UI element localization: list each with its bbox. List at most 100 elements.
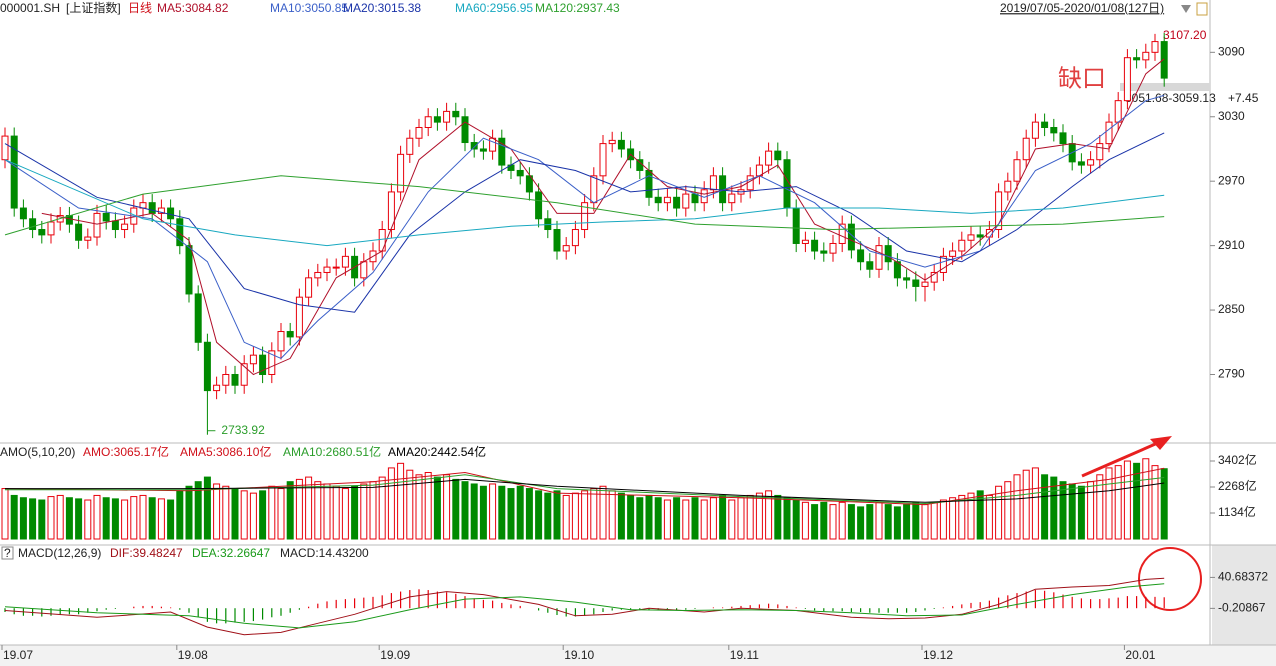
arrow-head	[1150, 436, 1172, 450]
candle-body	[1059, 132, 1067, 145]
volume-bar	[489, 483, 497, 540]
candle-body	[341, 255, 349, 268]
volume-bar	[111, 498, 119, 540]
candle-body	[912, 279, 920, 287]
candle-body	[995, 191, 1003, 231]
volume-bar	[1105, 467, 1113, 540]
volume-bar	[1096, 474, 1104, 540]
candle-body	[1114, 100, 1122, 123]
candle-body	[709, 175, 717, 191]
volume-bar	[286, 481, 294, 540]
candle-body	[1123, 57, 1131, 102]
candle-body	[645, 169, 653, 198]
index-name: [上证指数]	[66, 0, 121, 15]
candle-body	[111, 220, 119, 231]
volume-bar	[295, 478, 303, 540]
volume-bar	[783, 497, 791, 540]
volume-bar	[636, 497, 644, 540]
volume-bar	[627, 494, 635, 540]
candle-body	[792, 207, 800, 244]
legend-item: MA5:3084.82	[157, 1, 229, 15]
volume-bar	[811, 504, 819, 540]
volume-bar	[930, 501, 938, 540]
candle-body	[1013, 159, 1021, 182]
high-label: 3107.20	[1163, 28, 1207, 42]
icon[interactable]	[1196, 2, 1208, 16]
volume-bar	[893, 506, 901, 540]
volume-bar	[663, 499, 671, 540]
volume-bar	[792, 499, 800, 540]
volume-bar	[397, 462, 405, 540]
help-box[interactable]	[1, 546, 14, 560]
volume-bar	[1041, 474, 1049, 540]
volume-bar	[1, 488, 9, 540]
candle-body	[1142, 51, 1150, 61]
volume-bar	[562, 494, 570, 540]
volume-current: AMO:3065.17亿	[83, 444, 169, 459]
candle-body	[93, 212, 101, 238]
volume-bar	[443, 474, 451, 540]
line	[4, 132, 1165, 313]
gap-change: +7.45	[1228, 91, 1259, 105]
volume-bar	[691, 497, 699, 540]
volume-bar	[673, 497, 681, 540]
candle-body	[636, 159, 644, 171]
macd-title: MACD(12,26,9)	[18, 546, 101, 560]
volume-bar	[249, 492, 257, 540]
volume-bar	[903, 504, 911, 540]
volume-bar	[719, 494, 727, 540]
volume-bar	[709, 497, 717, 540]
candle-body	[682, 193, 690, 209]
volume-bar	[461, 481, 469, 540]
candle-body	[1160, 41, 1168, 79]
volume-bar	[157, 498, 165, 540]
candle-body	[286, 331, 294, 338]
candle-body	[185, 245, 193, 295]
volume-bar	[995, 485, 1003, 540]
candle-body	[949, 250, 957, 257]
volume-bar	[544, 492, 552, 540]
circle	[1138, 547, 1202, 611]
volume-bar	[332, 485, 340, 540]
candle-body	[406, 137, 414, 155]
volume-bar	[967, 492, 975, 540]
volume-bar	[93, 494, 101, 540]
volume-bar	[369, 481, 377, 540]
candle-body	[452, 110, 460, 118]
volume-bar	[203, 476, 211, 540]
help[interactable]: ?	[4, 546, 11, 560]
x-tick-label: 19.10	[564, 648, 594, 662]
candle-body	[470, 142, 478, 150]
volume-bar	[682, 499, 690, 540]
volume-bar	[801, 501, 809, 540]
candle-body	[397, 153, 405, 193]
candle-body	[801, 239, 809, 244]
volume-bar	[866, 504, 874, 540]
volume-bar	[535, 490, 543, 540]
volume-bar	[360, 483, 368, 540]
volume-bar	[424, 472, 432, 540]
candle-body	[47, 221, 55, 236]
volume-bar	[516, 485, 524, 540]
candle-body	[939, 255, 947, 273]
volume-bar	[38, 499, 46, 540]
volume-bar	[1123, 460, 1131, 540]
candle-body	[820, 250, 828, 254]
volume-bar	[645, 494, 653, 540]
candle-body	[415, 126, 423, 139]
volume-bar	[387, 467, 395, 540]
dropdown[interactable]	[1181, 5, 1191, 13]
arrow	[1081, 440, 1161, 478]
candle-body	[222, 373, 230, 386]
candle-body	[479, 148, 487, 152]
volume-bar	[378, 476, 386, 540]
legend-item: MA20:3015.38	[343, 1, 421, 15]
date-range[interactable]: 2019/07/05-2020/01/08(127日)	[1000, 1, 1164, 15]
volume-bar	[820, 501, 828, 540]
candle-body	[194, 293, 202, 343]
volume-bar	[949, 497, 957, 540]
candle-body	[1004, 180, 1012, 193]
volume-bar	[47, 496, 55, 540]
volume-bar	[1114, 465, 1122, 540]
